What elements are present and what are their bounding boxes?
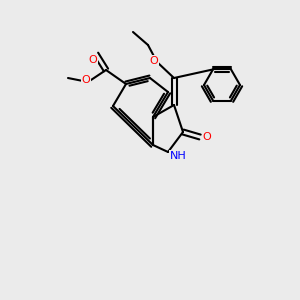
Text: O: O <box>88 55 98 65</box>
Text: NH: NH <box>169 151 186 161</box>
Text: O: O <box>150 56 158 66</box>
Text: O: O <box>82 75 90 85</box>
Text: O: O <box>202 132 211 142</box>
